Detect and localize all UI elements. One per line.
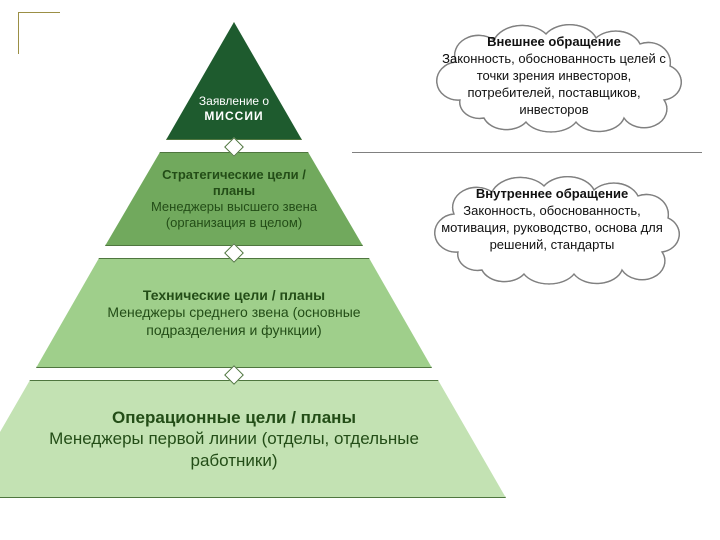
pyramid-level-operational: Операционные цели / планы Менеджеры перв…: [0, 380, 506, 498]
separator-line: [352, 152, 702, 153]
cloud-external-body: Законность, обоснованность целей с точки…: [436, 51, 672, 119]
mission-line1: Заявление о: [199, 94, 269, 109]
technical-title: Технические цели / планы: [99, 287, 369, 305]
strategic-sub: Менеджеры высшего звена (организация в ц…: [144, 199, 324, 232]
pyramid-level-technical: Технические цели / планы Менеджеры средн…: [36, 258, 432, 368]
cloud-internal: Внутреннее обращение Законность, обоснов…: [420, 174, 684, 286]
pyramid-level-mission: Заявление о МИССИИ: [166, 22, 302, 140]
strategic-title: Стратегические цели / планы: [144, 167, 324, 200]
cloud-internal-title: Внутреннее обращение: [434, 186, 670, 203]
operational-title: Операционные цели / планы: [44, 407, 424, 428]
diagram-stage: Заявление о МИССИИ Стратегические цели /…: [0, 0, 720, 540]
cloud-internal-body: Законность, обоснованность, мотивация, р…: [434, 203, 670, 254]
cloud-external: Внешнее обращение Законность, обоснованн…: [422, 22, 686, 134]
mission-line2: МИССИИ: [199, 109, 269, 124]
operational-sub: Менеджеры первой линии (отделы, отдельны…: [44, 428, 424, 471]
cloud-external-title: Внешнее обращение: [436, 34, 672, 51]
pyramid-level-strategic: Стратегические цели / планы Менеджеры вы…: [105, 152, 363, 246]
technical-sub: Менеджеры среднего звена (основные подра…: [99, 304, 369, 339]
